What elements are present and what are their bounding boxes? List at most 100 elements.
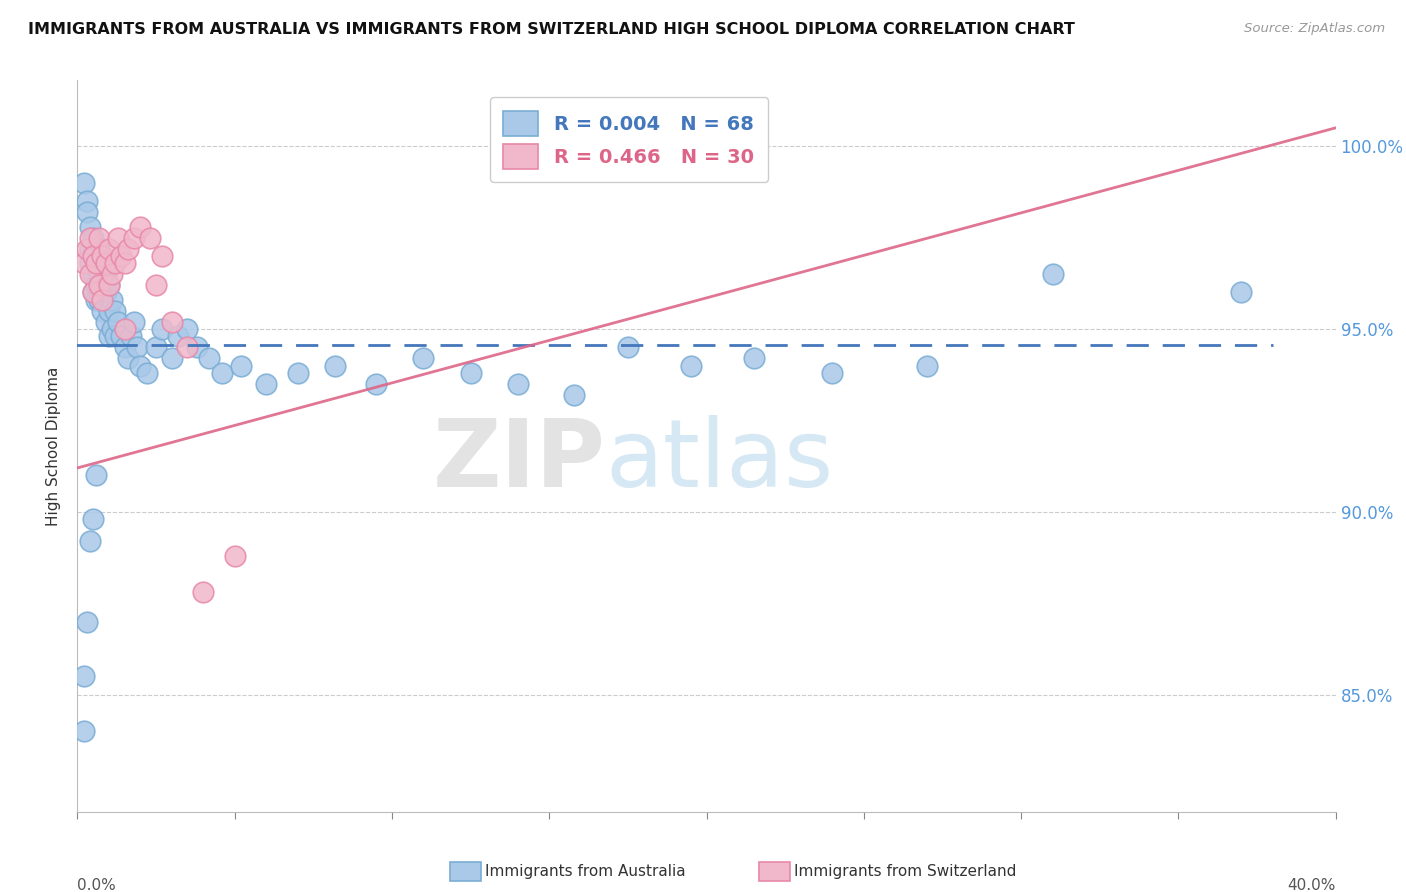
- Text: ZIP: ZIP: [433, 415, 606, 507]
- Point: [104, 329, 127, 343]
- Point: [506, 376, 529, 391]
- Point: [82, 512, 104, 526]
- Point: [76, 242, 98, 256]
- Point: [101, 322, 124, 336]
- Point: [97, 303, 120, 318]
- Point: [366, 376, 388, 391]
- Text: 0.0%: 0.0%: [77, 878, 117, 892]
- Point: [89, 293, 111, 307]
- Point: [76, 194, 98, 208]
- Point: [97, 278, 120, 293]
- Point: [135, 366, 157, 380]
- Point: [97, 242, 120, 256]
- Point: [84, 293, 107, 307]
- Text: Source: ZipAtlas.com: Source: ZipAtlas.com: [1244, 22, 1385, 36]
- Point: [198, 351, 221, 366]
- Point: [117, 242, 139, 256]
- Point: [104, 303, 127, 318]
- Point: [114, 322, 136, 336]
- Point: [91, 303, 114, 318]
- Point: [91, 293, 114, 307]
- Point: [145, 340, 167, 354]
- Point: [72, 256, 94, 270]
- Point: [82, 249, 104, 263]
- Point: [150, 249, 173, 263]
- Point: [287, 366, 309, 380]
- Text: 40.0%: 40.0%: [1288, 878, 1336, 892]
- Point: [91, 278, 114, 293]
- Point: [254, 376, 277, 391]
- Point: [79, 256, 101, 270]
- Point: [211, 366, 233, 380]
- Point: [145, 278, 167, 293]
- Point: [76, 205, 98, 219]
- Point: [94, 285, 117, 300]
- Y-axis label: High School Diploma: High School Diploma: [46, 367, 62, 525]
- Point: [101, 267, 124, 281]
- Point: [120, 329, 142, 343]
- Point: [76, 615, 98, 629]
- Point: [564, 388, 586, 402]
- Point: [89, 242, 111, 256]
- Point: [107, 315, 129, 329]
- Point: [72, 724, 94, 739]
- Point: [821, 366, 844, 380]
- Point: [89, 267, 111, 281]
- Point: [160, 351, 183, 366]
- Legend: R = 0.004   N = 68, R = 0.466   N = 30: R = 0.004 N = 68, R = 0.466 N = 30: [489, 97, 768, 182]
- Point: [117, 351, 139, 366]
- Point: [82, 285, 104, 300]
- Point: [84, 256, 107, 270]
- Point: [91, 256, 114, 270]
- Text: Immigrants from Australia: Immigrants from Australia: [485, 864, 686, 879]
- Point: [82, 249, 104, 263]
- Point: [176, 340, 198, 354]
- Point: [460, 366, 482, 380]
- Point: [323, 359, 346, 373]
- Point: [72, 669, 94, 683]
- Point: [79, 230, 101, 244]
- Point: [224, 549, 246, 563]
- Point: [107, 230, 129, 244]
- Point: [160, 315, 183, 329]
- Point: [129, 359, 152, 373]
- Point: [84, 256, 107, 270]
- Point: [72, 176, 94, 190]
- Point: [110, 329, 132, 343]
- Text: IMMIGRANTS FROM AUSTRALIA VS IMMIGRANTS FROM SWITZERLAND HIGH SCHOOL DIPLOMA COR: IMMIGRANTS FROM AUSTRALIA VS IMMIGRANTS …: [28, 22, 1076, 37]
- Point: [176, 322, 198, 336]
- Point: [84, 278, 107, 293]
- Point: [79, 242, 101, 256]
- Text: Immigrants from Switzerland: Immigrants from Switzerland: [794, 864, 1017, 879]
- Point: [94, 267, 117, 281]
- Point: [122, 230, 145, 244]
- Point: [89, 278, 111, 293]
- Point: [127, 340, 149, 354]
- Point: [79, 219, 101, 234]
- Point: [129, 219, 152, 234]
- Point: [114, 340, 136, 354]
- Point: [84, 468, 107, 483]
- Point: [412, 351, 434, 366]
- Point: [138, 230, 160, 244]
- Point: [97, 278, 120, 293]
- Point: [94, 256, 117, 270]
- Point: [101, 293, 124, 307]
- Point: [91, 249, 114, 263]
- Point: [79, 267, 101, 281]
- Point: [82, 267, 104, 281]
- Text: atlas: atlas: [606, 415, 834, 507]
- Point: [104, 256, 127, 270]
- Point: [97, 329, 120, 343]
- Point: [229, 359, 252, 373]
- Point: [679, 359, 702, 373]
- Point: [186, 340, 208, 354]
- Point: [114, 256, 136, 270]
- Point: [82, 230, 104, 244]
- Point: [191, 585, 215, 599]
- Point: [122, 315, 145, 329]
- Point: [617, 340, 640, 354]
- Point: [167, 329, 190, 343]
- Point: [915, 359, 938, 373]
- Point: [94, 315, 117, 329]
